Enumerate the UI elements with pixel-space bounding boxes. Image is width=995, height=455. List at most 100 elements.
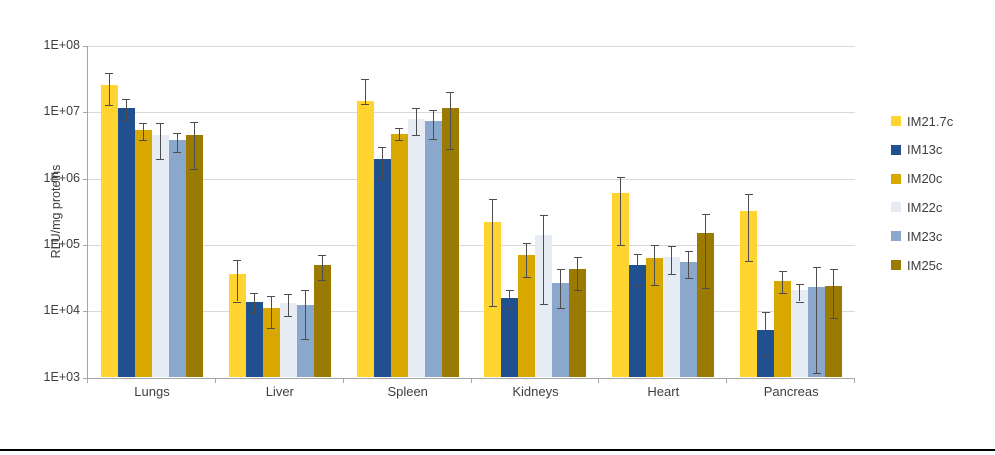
error-bar-cap [633,284,642,286]
error-bar-cap [284,294,293,296]
page-bottom-rule [0,449,995,451]
bar-IM23c-spleen [424,120,442,378]
bar-IM22c-spleen [407,118,425,378]
bar-IM25c-liver [313,264,331,378]
y-tick-label: 1E+03 [43,369,81,384]
error-bar-cap [412,108,421,110]
legend-label: IM25c [907,257,943,273]
error-bar-cap [378,146,387,148]
gridline [88,244,855,246]
bar-IM22c-pancreas [791,289,809,378]
legend-label: IM22c [907,199,943,215]
error-bar [253,292,255,313]
error-bar [108,73,110,105]
category-label-lungs: Lungs [134,384,170,399]
y-axis-tick [83,244,87,246]
error-bar [526,243,528,277]
error-bar-cap [633,254,642,256]
error-bar-cap [267,328,276,330]
error-bar [782,270,784,293]
error-bar-cap [667,246,676,248]
error-bar-cap [122,98,131,100]
category-label-heart: Heart [647,384,680,399]
legend-item-im20c: IM20c [891,171,943,187]
error-bar [833,269,835,318]
error-bar-cap [429,138,438,140]
error-bar-cap [573,256,582,258]
error-bar-cap [684,251,693,253]
category-label-kidneys: Kidneys [512,384,559,399]
error-bar-cap [744,260,753,262]
x-axis-tick [470,377,472,383]
legend-label: IM13c [907,142,943,158]
error-bar-cap [301,339,310,341]
error-bar [236,259,238,302]
error-bar [125,98,127,121]
bar-IM25c-heart [697,233,715,378]
legend-item-im25c: IM25c [891,257,943,273]
error-bar [688,251,690,278]
error-bar-cap [539,303,548,305]
error-bar [381,146,383,179]
error-bar-cap [156,122,165,124]
error-bar-cap [378,178,387,180]
error-bar [705,214,707,289]
bar-IM13c-kidneys [501,297,519,378]
bar-IM20c-kidneys [518,255,536,378]
error-bar [671,246,673,275]
legend-swatch-icon [891,202,901,213]
error-bar-cap [684,277,693,279]
error-bar [492,198,494,306]
error-bar-cap [122,120,131,122]
error-bar-cap [488,305,497,307]
bar-IM23c-lungs [168,140,186,378]
error-bar [142,122,144,141]
bar-IM22c-lungs [151,134,169,378]
error-bar [449,92,451,149]
error-bar-cap [429,109,438,111]
error-bar-cap [318,255,327,257]
error-bar-cap [139,122,148,124]
legend-item-im23c: IM23c [891,229,942,244]
x-axis-tick [854,377,855,383]
category-label-pancreas: Pancreas [763,384,819,399]
error-bar-cap [190,121,199,123]
bar-IM20c-spleen [390,134,408,378]
error-bar-cap [105,73,114,75]
error-bar [620,177,622,245]
error-bar-cap [812,266,821,268]
error-bar-cap [829,317,838,319]
error-bar [321,255,323,280]
error-bar [432,109,434,139]
bar-IM25c-pancreas [825,285,843,378]
y-tick-label: 1E+04 [43,303,81,318]
error-bar-cap [105,104,114,106]
x-axis-tick [598,377,600,383]
error-bar [364,78,366,104]
error-bar [560,268,562,309]
y-tick-label: 1E+07 [43,104,81,119]
error-bar [816,266,818,374]
x-axis-tick [214,377,216,383]
bar-IM13c-heart [629,264,647,378]
error-bar-cap [795,283,804,285]
bar-IM22c-liver [279,302,297,378]
error-bar [398,127,400,141]
category-label-liver: Liver [265,384,294,399]
error-bar-cap [412,135,421,137]
error-bar [193,121,195,169]
error-bar [765,311,767,355]
error-bar-cap [761,354,770,356]
bar-IM21.7c-pancreas [740,211,758,378]
legend-item-im13c: IM13c [891,142,943,158]
error-bar-cap [395,140,404,142]
error-bar-cap [301,289,310,291]
legend-item-im22c: IM22c [891,199,943,215]
error-bar-cap [778,270,787,272]
bar-IM22c-heart [663,257,681,378]
category-label-spleen: Spleen [387,384,428,399]
error-bar-cap [139,140,148,142]
legend-label: IM20c [907,171,943,187]
error-bar-cap [667,274,676,276]
